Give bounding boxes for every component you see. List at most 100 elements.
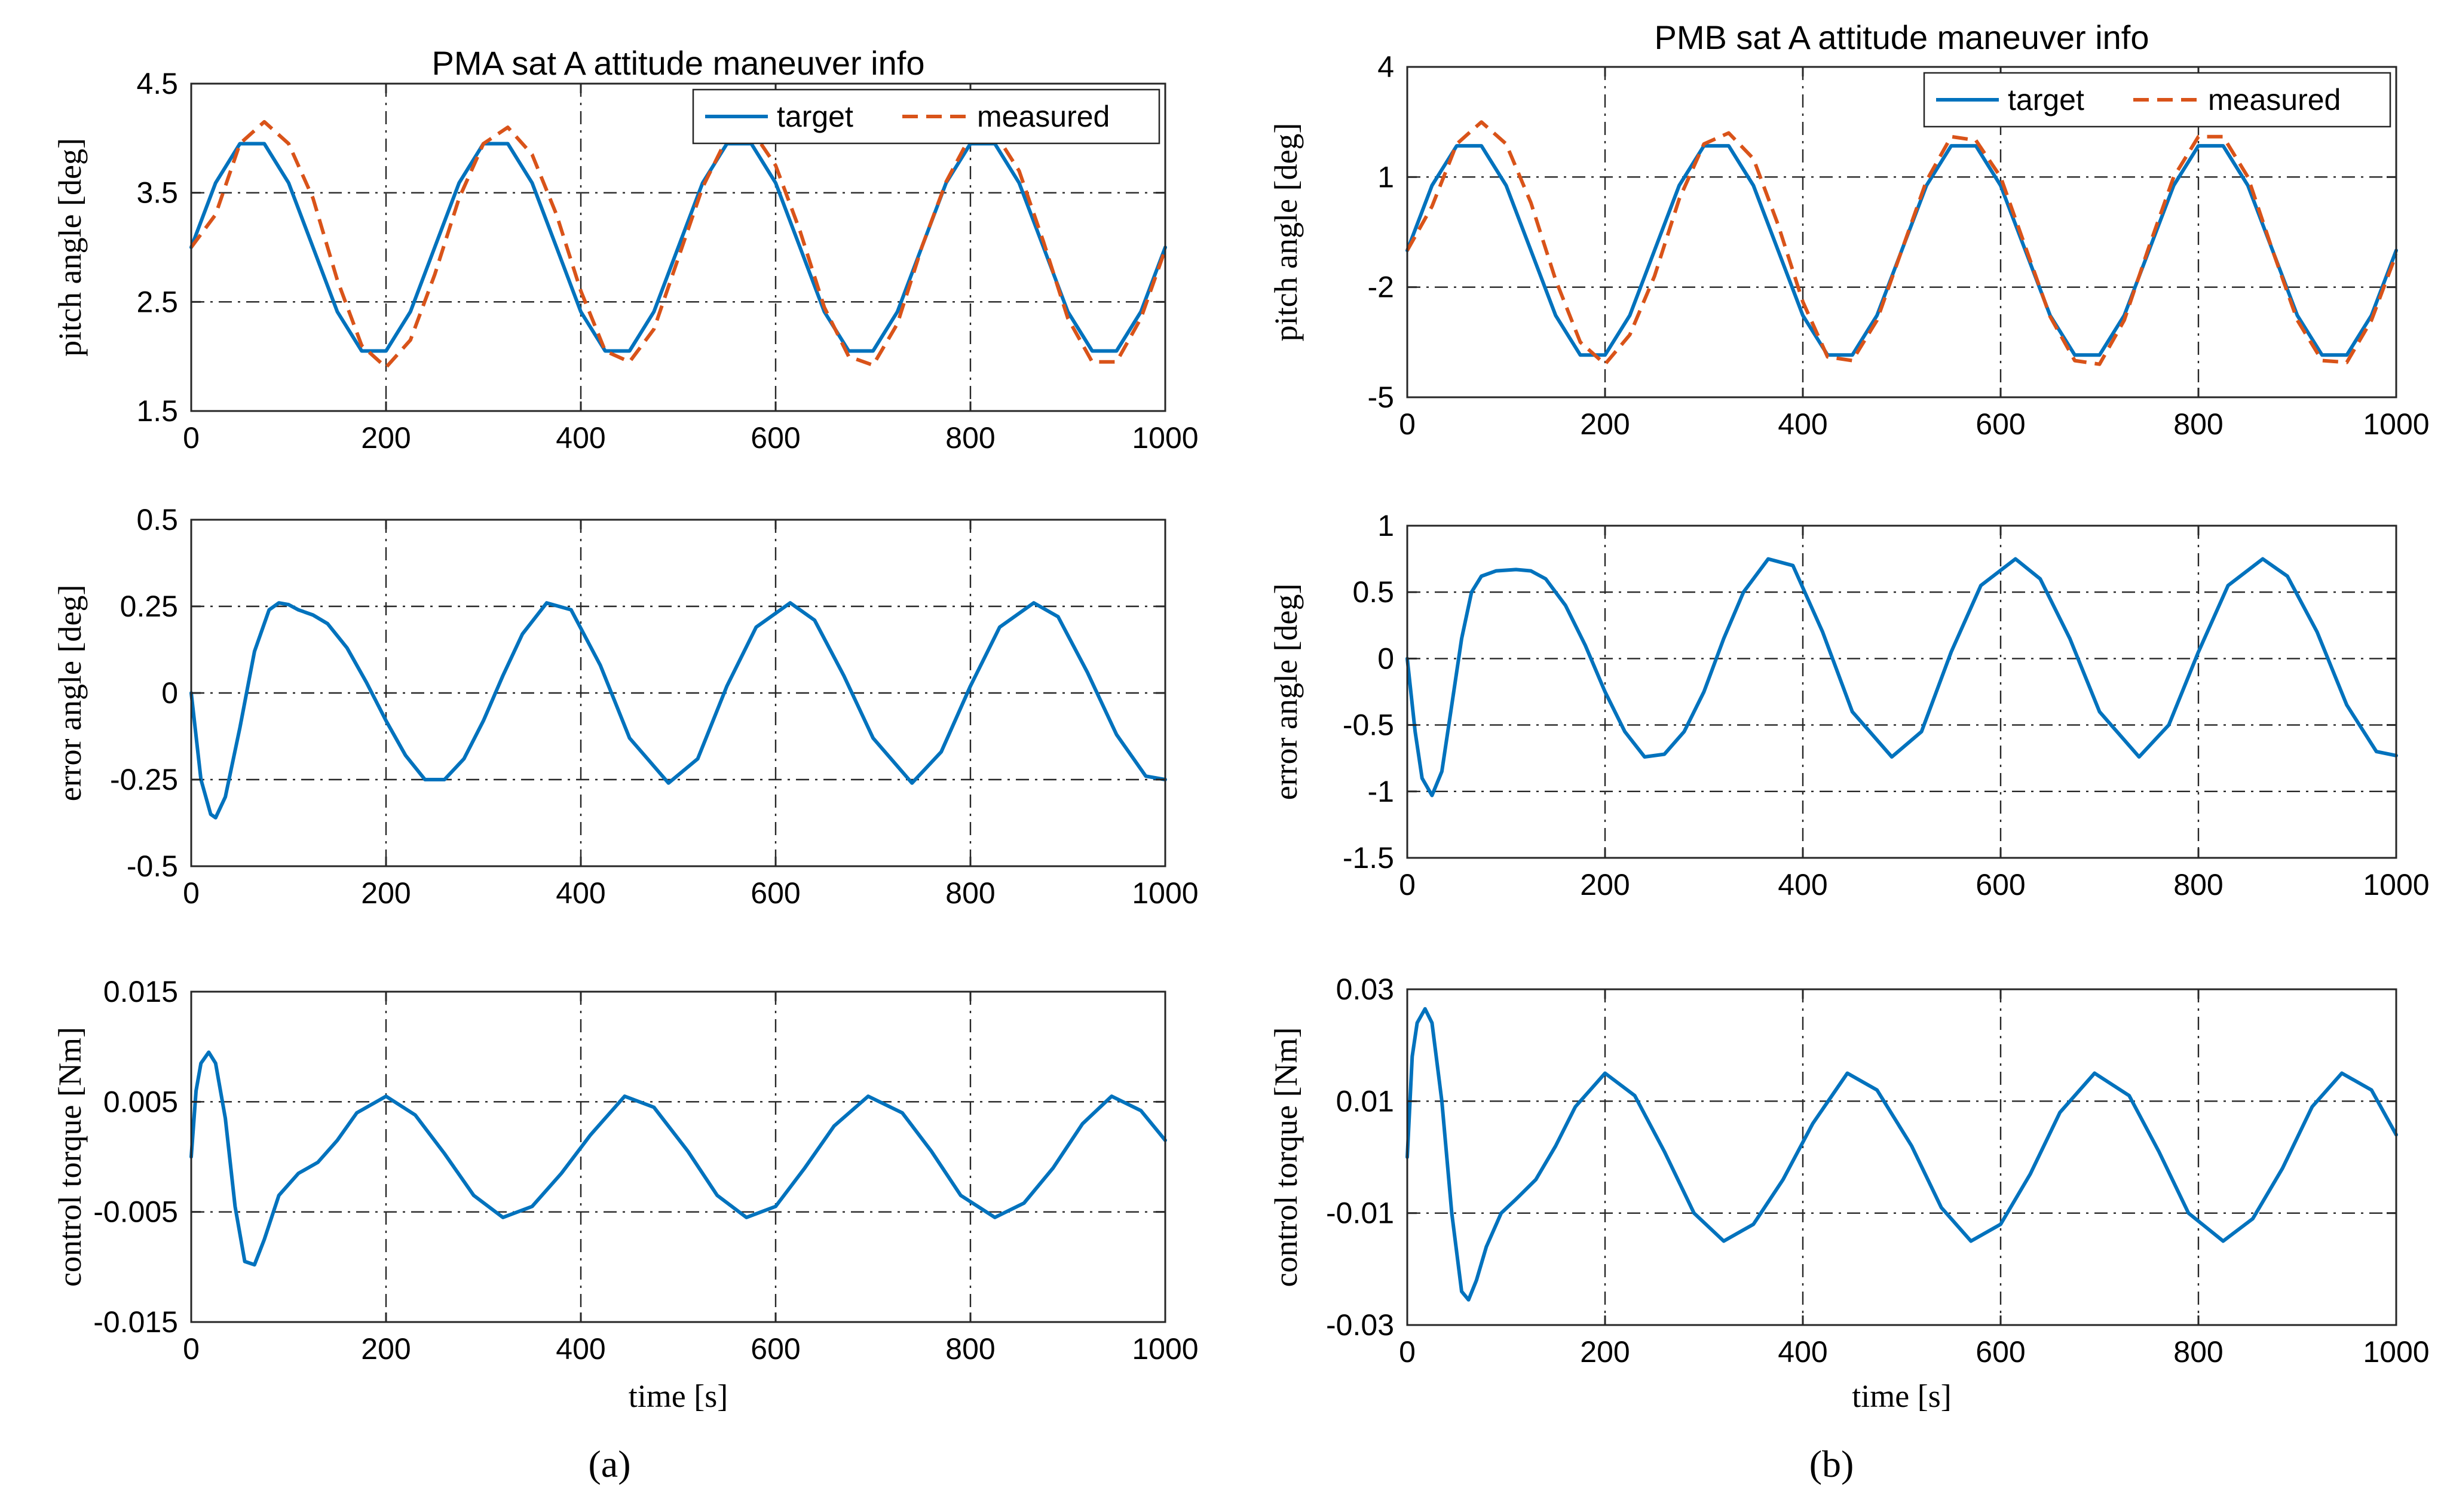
x-tick-label: 0 [1399, 1335, 1416, 1369]
x-tick-label: 600 [1976, 868, 2025, 901]
subplot-3: 0 200 400 600 800 1000 -0.03 -0.01 0.01 0.03 contr… [1268, 973, 2430, 1369]
subplot-2: 0 200 400 600 800 1000 -0.5 -0.25 0 0.25 0.5 error … [52, 503, 1199, 910]
x-tick-label: 800 [2173, 868, 2223, 901]
y-tick-label: -0.01 [1326, 1197, 1394, 1230]
x-tick-label: 1000 [2363, 1335, 2429, 1369]
legend-label-target: target [2008, 83, 2084, 116]
series-line-control-torque [189, 1050, 1167, 1267]
x-tick-label: 600 [751, 876, 800, 910]
y-tick-label: -1 [1368, 775, 1394, 808]
x-tick-label: 400 [1778, 407, 1827, 441]
x-tick-label: 200 [1580, 1335, 1630, 1369]
x-tick-label: 800 [945, 876, 995, 910]
y-tick-label: 4 [1377, 50, 1394, 84]
x-tick-label: 200 [361, 876, 411, 910]
legend-label-measured: measured [977, 100, 1110, 133]
y-tick-label: -0.005 [93, 1195, 178, 1229]
x-tick-label: 600 [751, 1332, 800, 1366]
subplot-1: 0 200 400 600 800 1000 1.5 2.5 3.5 4.5 pitch angle… [52, 67, 1199, 455]
axes-frame [1406, 66, 2397, 398]
x-tick-label: 600 [1976, 407, 2025, 441]
y-axis-label: error angle [deg] [1268, 584, 1304, 801]
axes-frame [190, 990, 1166, 1323]
x-tick-label: 1000 [2363, 407, 2429, 441]
y-tick-label: -2 [1368, 271, 1394, 304]
subplot-1: 0 200 400 600 800 1000 -5 -2 1 4 pitch angle [deg]… [1268, 50, 2430, 441]
chart-panel-b: PMB sat A attitude maneuver info (b) time … [1268, 19, 2430, 1485]
axes-frame [1406, 525, 2397, 859]
y-axis-label: control torque [Nm] [52, 1027, 88, 1287]
x-tick-label: 1000 [1132, 1332, 1198, 1366]
y-tick-label: -5 [1368, 381, 1394, 414]
y-tick-label: -0.015 [93, 1305, 178, 1339]
series-line-control-torque [1405, 1007, 2398, 1302]
y-tick-label: 0 [161, 676, 178, 710]
axes-frame [190, 82, 1166, 412]
legend: target measured [1923, 72, 2391, 128]
x-tick-label: 0 [1399, 407, 1416, 441]
y-tick-label: 1 [1377, 160, 1394, 194]
x-tick-label: 1000 [1132, 876, 1198, 910]
panel-label: (b) [1809, 1443, 1854, 1485]
x-tick-label: 0 [183, 1332, 200, 1366]
x-axis-label: time [s] [629, 1378, 728, 1414]
y-axis-label: pitch angle [deg] [52, 138, 88, 357]
x-tick-label: 0 [183, 421, 200, 455]
x-tick-label: 400 [1778, 1335, 1827, 1369]
axes-frame [1406, 988, 2397, 1326]
y-tick-label: -0.5 [1343, 709, 1394, 742]
y-tick-label: 0.005 [103, 1085, 178, 1118]
x-tick-label: 400 [556, 421, 605, 455]
x-tick-label: 0 [1399, 868, 1416, 901]
series-line-measured [189, 119, 1167, 369]
y-tick-label: 0.25 [120, 590, 178, 623]
y-axis-label: error angle [deg] [52, 585, 88, 802]
y-tick-label: -0.25 [110, 763, 178, 796]
legend-label-target: target [777, 100, 853, 133]
subplot-3: 0 200 400 600 800 1000 -0.015 -0.005 0.005 0.015 c… [52, 975, 1199, 1366]
y-tick-label: 1 [1377, 509, 1394, 542]
chart-title: PMA sat A attitude maneuver info [432, 44, 925, 82]
x-tick-label: 400 [556, 876, 605, 910]
x-tick-label: 200 [361, 421, 411, 455]
legend: target measured [692, 88, 1160, 145]
y-axis-label: pitch angle [deg] [1268, 123, 1304, 342]
y-tick-label: -1.5 [1343, 841, 1394, 875]
chart-panel-a: PMA sat A attitude maneuver info (a) time … [52, 44, 1199, 1485]
legend-label-measured: measured [2208, 83, 2341, 116]
y-tick-label: 1.5 [136, 394, 178, 428]
x-tick-label: 200 [361, 1332, 411, 1366]
y-tick-label: -0.03 [1326, 1308, 1394, 1342]
y-tick-label: 2.5 [136, 285, 178, 318]
y-tick-label: 0.015 [103, 975, 178, 1008]
series-line-error-angle [1405, 557, 2398, 798]
series-line-target [189, 142, 1167, 353]
series-line-error-angle [189, 601, 1167, 820]
x-tick-label: 800 [945, 1332, 995, 1366]
x-tick-label: 200 [1580, 407, 1630, 441]
panel-label: (a) [588, 1443, 630, 1485]
x-tick-label: 600 [751, 421, 800, 455]
y-tick-label: 0.5 [1352, 575, 1394, 609]
y-tick-label: -0.5 [127, 849, 178, 883]
y-axis-label: control torque [Nm] [1268, 1028, 1304, 1287]
y-tick-label: 0 [1377, 642, 1394, 675]
y-tick-label: 3.5 [136, 176, 178, 210]
x-tick-label: 1000 [1132, 421, 1198, 455]
x-tick-label: 400 [1778, 868, 1827, 901]
series-line-measured [1405, 120, 2398, 366]
x-tick-label: 800 [945, 421, 995, 455]
x-tick-label: 400 [556, 1332, 605, 1366]
series-line-target [1405, 144, 2398, 357]
y-tick-label: 0.03 [1336, 973, 1394, 1006]
x-axis-label: time [s] [1852, 1378, 1951, 1414]
y-tick-label: 4.5 [136, 67, 178, 100]
chart-title: PMB sat A attitude maneuver info [1654, 19, 2149, 56]
x-tick-label: 200 [1580, 868, 1630, 901]
subplot-2: 0 200 400 600 800 1000 -1.5 -1 -0.5 0 0.5 1 error an… [1268, 509, 2430, 901]
x-tick-label: 0 [183, 876, 200, 910]
x-tick-label: 600 [1976, 1335, 2025, 1369]
x-tick-label: 800 [2173, 407, 2223, 441]
y-tick-label: 0.01 [1336, 1084, 1394, 1118]
